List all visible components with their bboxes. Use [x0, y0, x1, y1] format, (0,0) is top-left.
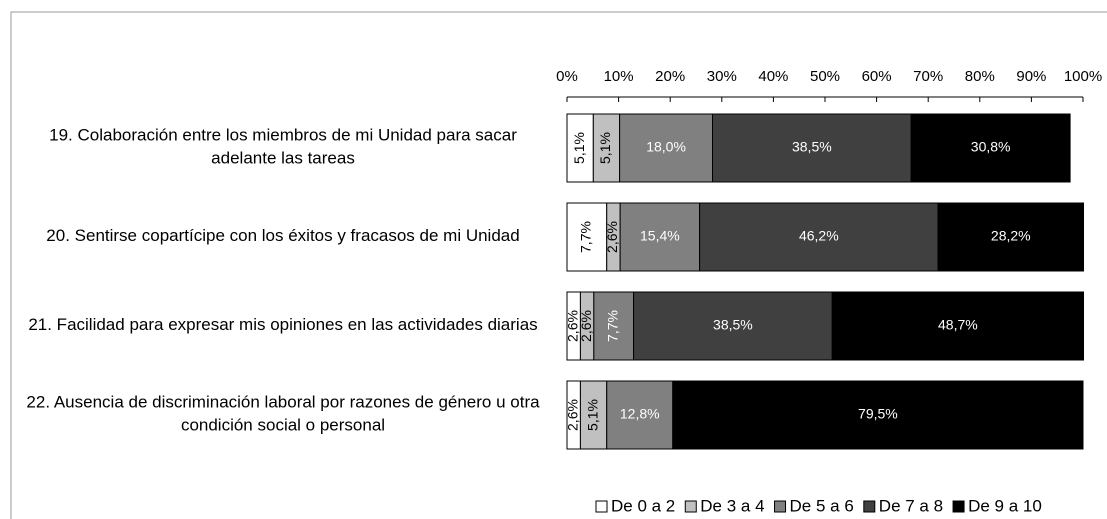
- legend-swatch: [684, 500, 697, 513]
- bar-segment: [937, 202, 1085, 272]
- value-label: 12,8%: [620, 406, 660, 422]
- bar-segment: [592, 113, 621, 183]
- value-label: 2,6%: [564, 399, 580, 431]
- value-label: 18,0%: [646, 139, 686, 155]
- bar-segment: [831, 291, 1085, 361]
- legend-swatch: [595, 500, 608, 513]
- value-label: 38,5%: [792, 139, 832, 155]
- legend-label: De 5 a 6: [790, 496, 854, 515]
- category-label: 19. Colaboración entre los miembros de m…: [49, 126, 517, 168]
- legend-label: De 0 a 2: [611, 496, 675, 515]
- x-tick-label: 90%: [1016, 68, 1046, 85]
- legend-label: De 9 a 10: [968, 496, 1042, 515]
- legend-label: De 7 a 8: [879, 496, 943, 515]
- value-label: 15,4%: [640, 228, 680, 244]
- value-label: 2,6%: [604, 221, 620, 253]
- bar-segment: [619, 113, 714, 183]
- value-label: 2,6%: [564, 310, 580, 342]
- legend-label: De 3 a 4: [700, 496, 764, 515]
- x-tick-label: 50%: [810, 68, 840, 85]
- bar-segment: [566, 202, 608, 272]
- bar-segment: [672, 380, 1084, 450]
- value-label: 7,7%: [578, 221, 594, 253]
- category-label: 21. Facilidad para expresar mis opinione…: [28, 315, 537, 334]
- value-label: 5,1%: [571, 132, 587, 164]
- category-label: 22. Ausencia de discriminación laboral p…: [26, 393, 540, 435]
- chart-border: [10, 11, 1107, 519]
- value-label: 38,5%: [713, 317, 753, 333]
- bar-segment: [712, 113, 912, 183]
- bar-segment: [910, 113, 1071, 183]
- bar-segment: [593, 291, 635, 361]
- x-tick-label: 40%: [758, 68, 788, 85]
- x-tick-label: 30%: [707, 68, 737, 85]
- value-label: 7,7%: [604, 310, 620, 342]
- value-label: 5,1%: [584, 399, 600, 431]
- value-label: 28,2%: [991, 228, 1031, 244]
- bar-segment: [606, 380, 674, 450]
- legend-swatch: [863, 500, 876, 513]
- bar-segment: [619, 202, 701, 272]
- x-tick-label: 80%: [965, 68, 995, 85]
- value-label: 2,6%: [578, 310, 594, 342]
- x-tick-label: 70%: [913, 68, 943, 85]
- value-label: 48,7%: [938, 317, 978, 333]
- value-label: 5,1%: [597, 132, 613, 164]
- x-tick-label: 10%: [604, 68, 634, 85]
- legend-swatch: [774, 500, 787, 513]
- bar-segment: [633, 291, 833, 361]
- x-tick-label: 20%: [655, 68, 685, 85]
- x-tick-label: 100%: [1064, 68, 1102, 85]
- value-label: 46,2%: [799, 228, 839, 244]
- bar-segment: [699, 202, 939, 272]
- legend-swatch: [952, 500, 965, 513]
- bar-segment: [579, 380, 608, 450]
- value-label: 30,8%: [971, 139, 1011, 155]
- category-label: 20. Sentirse copartícipe con los éxitos …: [46, 226, 519, 245]
- x-tick-label: 0%: [556, 68, 578, 85]
- value-label: 79,5%: [858, 406, 898, 422]
- x-tick-label: 60%: [862, 68, 892, 85]
